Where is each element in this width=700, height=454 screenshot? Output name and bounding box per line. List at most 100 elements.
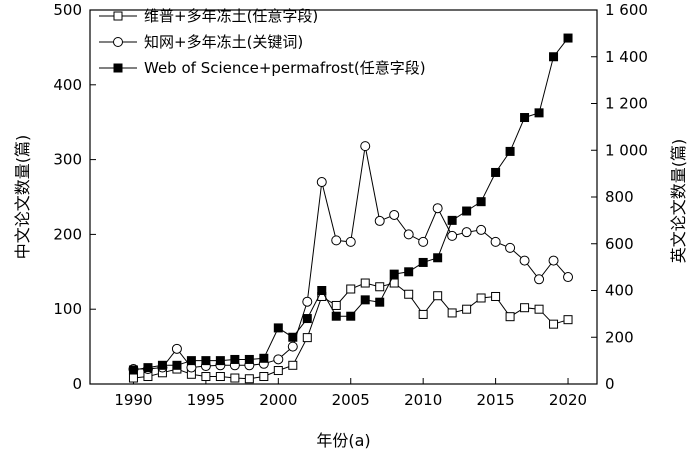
legend-item-weipu: 维普+多年冻土(任意字段) bbox=[99, 7, 318, 25]
data-point bbox=[302, 296, 313, 307]
legend-marker bbox=[113, 11, 123, 21]
data-point bbox=[331, 311, 341, 321]
data-point bbox=[244, 374, 254, 384]
data-point bbox=[331, 300, 341, 310]
data-point bbox=[418, 309, 428, 319]
data-point bbox=[346, 311, 356, 321]
legend-label: 知网+多年冻土(关键词) bbox=[144, 33, 303, 51]
data-point bbox=[548, 255, 559, 266]
data-point bbox=[215, 356, 225, 366]
data-point bbox=[433, 253, 443, 263]
data-point bbox=[461, 227, 472, 238]
data-point bbox=[520, 303, 530, 313]
y-left-tick-label: 500 bbox=[53, 1, 82, 19]
data-point bbox=[375, 282, 385, 292]
data-point bbox=[360, 278, 370, 288]
data-point bbox=[288, 360, 298, 370]
data-point bbox=[462, 206, 472, 216]
y-right-tick-label: 400 bbox=[605, 282, 634, 300]
data-point bbox=[563, 315, 573, 325]
data-point bbox=[273, 354, 284, 365]
data-point bbox=[505, 242, 516, 253]
data-point bbox=[171, 343, 182, 354]
data-point bbox=[360, 141, 371, 152]
y-left-tick-label: 400 bbox=[53, 76, 82, 94]
data-point bbox=[389, 269, 399, 279]
data-point bbox=[215, 372, 225, 382]
data-point bbox=[375, 297, 385, 307]
y-right-tick-label: 0 bbox=[605, 375, 615, 393]
data-point bbox=[389, 209, 400, 220]
data-point bbox=[505, 146, 515, 156]
data-point bbox=[505, 312, 515, 322]
data-point bbox=[433, 291, 443, 301]
data-point bbox=[157, 360, 167, 370]
x-tick-label: 2015 bbox=[477, 391, 515, 409]
data-point bbox=[186, 356, 196, 366]
y-left-axis-title: 中文论文数量(篇) bbox=[13, 135, 32, 260]
data-point bbox=[302, 333, 312, 343]
data-point bbox=[288, 332, 298, 342]
data-point bbox=[244, 354, 254, 364]
data-point bbox=[476, 224, 487, 235]
series-cnki bbox=[128, 141, 574, 375]
data-point bbox=[287, 341, 298, 352]
legend: 维普+多年冻土(任意字段) 知网+多年冻土(关键词) Web of Science+… bbox=[99, 7, 426, 77]
data-point bbox=[534, 304, 544, 314]
data-point bbox=[317, 286, 327, 295]
data-point bbox=[128, 365, 138, 375]
series-weipu bbox=[128, 278, 573, 384]
axes: 1990 1995 2000 2005 2010 2015 2020010020030040… bbox=[13, 1, 688, 450]
legend-marker bbox=[113, 63, 123, 73]
data-point bbox=[519, 255, 530, 266]
data-point bbox=[230, 354, 240, 364]
y-right-axis-title: 英文论文数量(篇) bbox=[669, 139, 688, 264]
data-point bbox=[476, 293, 486, 303]
data-point bbox=[201, 356, 211, 366]
y-right-tick-label: 600 bbox=[605, 235, 634, 253]
y-right-tick-label: 1 400 bbox=[605, 48, 648, 66]
data-point bbox=[143, 363, 153, 373]
data-point bbox=[418, 257, 428, 267]
data-point bbox=[447, 215, 457, 225]
data-point bbox=[259, 353, 269, 363]
data-point bbox=[404, 289, 414, 299]
legend-item-wos: Web of Science+permafrost(任意字段) bbox=[99, 59, 426, 77]
data-point bbox=[360, 295, 370, 305]
data-point bbox=[389, 278, 399, 288]
y-left-tick-label: 100 bbox=[53, 300, 82, 318]
plot-series bbox=[128, 33, 574, 384]
y-right-tick-label: 1 000 bbox=[605, 141, 648, 159]
data-point bbox=[432, 203, 443, 214]
data-point bbox=[476, 197, 486, 207]
data-point bbox=[273, 323, 283, 333]
legend-marker bbox=[113, 37, 123, 47]
data-point bbox=[331, 235, 342, 246]
data-point bbox=[346, 284, 356, 294]
y-left-tick-label: 300 bbox=[53, 151, 82, 169]
data-point bbox=[520, 113, 530, 123]
data-point bbox=[447, 230, 458, 241]
data-point bbox=[534, 274, 545, 285]
y-left-tick-label: 200 bbox=[53, 225, 82, 243]
data-point bbox=[273, 366, 283, 376]
x-tick-label: 1990 bbox=[114, 391, 152, 409]
data-point bbox=[259, 372, 269, 382]
series-line bbox=[133, 282, 569, 380]
x-tick-label: 1995 bbox=[187, 391, 225, 409]
y-right-tick-label: 1 200 bbox=[605, 95, 648, 113]
data-point bbox=[418, 236, 429, 247]
data-point bbox=[345, 236, 356, 247]
x-tick-label: 2005 bbox=[332, 391, 370, 409]
data-point bbox=[563, 272, 574, 283]
x-tick-label: 2010 bbox=[404, 391, 442, 409]
data-point bbox=[302, 314, 312, 324]
data-point bbox=[534, 108, 544, 118]
data-point bbox=[563, 33, 573, 43]
data-point bbox=[491, 167, 501, 177]
x-tick-label: 2000 bbox=[259, 391, 297, 409]
data-point bbox=[404, 267, 414, 277]
data-point bbox=[128, 373, 138, 383]
legend-label: 维普+多年冻土(任意字段) bbox=[144, 7, 318, 25]
